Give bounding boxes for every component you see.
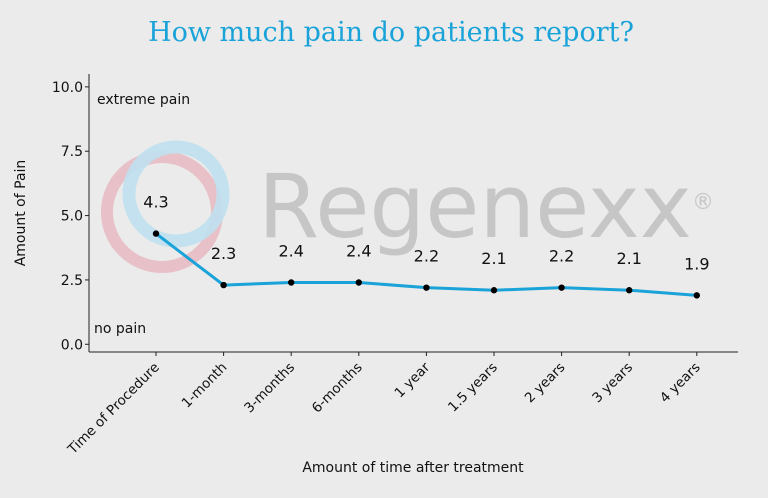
- data-point: [355, 279, 362, 286]
- x-tick-label: 1 year: [392, 359, 434, 401]
- x-axis-label: Amount of time after treatment: [302, 460, 524, 476]
- watermark-text: Regenexx: [258, 155, 692, 258]
- x-tick-label: 1-month: [179, 360, 231, 412]
- data-label: 2.4: [278, 242, 303, 261]
- x-tick-label: Time of Procedure: [64, 360, 163, 459]
- data-label: 4.3: [143, 193, 168, 212]
- x-tick-label: 3-months: [241, 360, 298, 417]
- data-label: 2.3: [211, 244, 236, 263]
- y-tick-label: 2.5: [61, 273, 83, 289]
- y-tick-label: 0.0: [61, 337, 83, 353]
- data-label: 2.1: [616, 249, 641, 268]
- data-label: 1.9: [684, 254, 709, 273]
- y-tick-label: 10.0: [52, 80, 83, 96]
- y-tick-label: 7.5: [61, 144, 83, 160]
- data-label: 2.2: [549, 247, 574, 266]
- watermark-blue-ring: [122, 140, 230, 248]
- data-point: [626, 287, 633, 294]
- annotation-extreme-pain: extreme pain: [97, 92, 190, 108]
- chart-title: How much pain do patients report?: [148, 17, 634, 48]
- data-point: [288, 279, 295, 286]
- x-tick-label: 4 years: [657, 360, 704, 407]
- data-label: 2.2: [414, 247, 439, 266]
- annotation-no-pain: no pain: [94, 321, 146, 337]
- watermark-registered: ®: [692, 190, 714, 215]
- data-point: [490, 287, 498, 294]
- data-point: [693, 292, 700, 299]
- x-tick-label: 1.5 years: [445, 360, 501, 416]
- x-tick-label: 3 years: [589, 360, 636, 407]
- y-axis-label: Amount of Pain: [13, 160, 29, 267]
- data-point: [152, 230, 160, 237]
- data-label: 2.1: [481, 249, 506, 268]
- y-tick-label: 5.0: [61, 209, 83, 225]
- data-point: [423, 284, 430, 291]
- data-point: [220, 281, 227, 289]
- x-tick-label: 6-months: [309, 360, 366, 417]
- data-label: 2.4: [346, 242, 371, 261]
- watermark-logo: Regenexx ®: [101, 140, 714, 273]
- watermark-pink-ring: [101, 151, 223, 273]
- data-point: [558, 284, 565, 291]
- x-tick-label: 2 years: [522, 360, 569, 407]
